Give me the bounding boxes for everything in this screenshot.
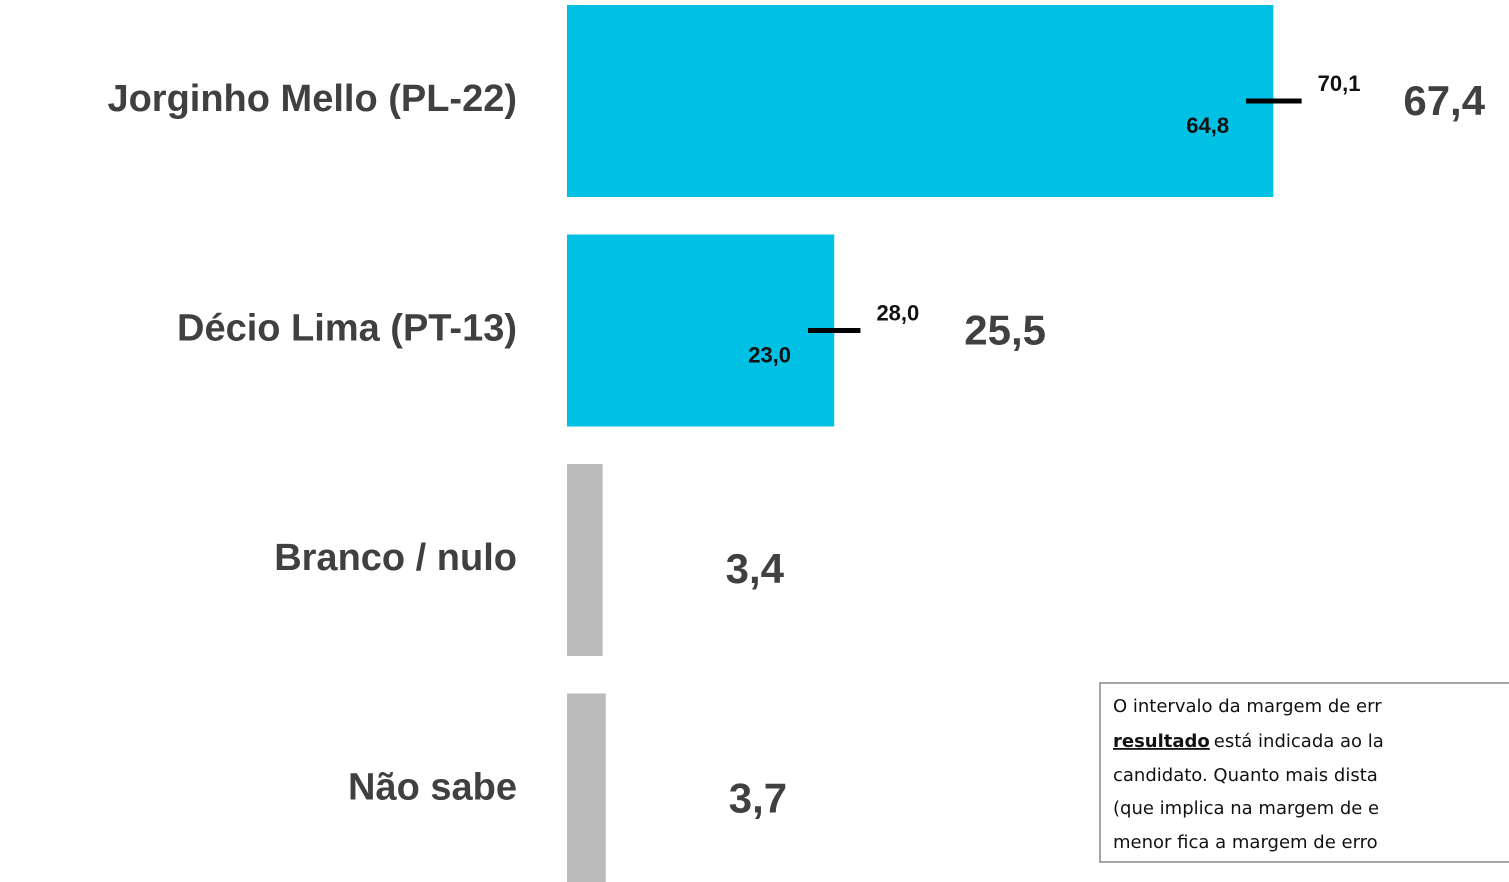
category-label: Jorginho Mello (PL-22) [107, 78, 517, 120]
value-label: 3,4 [726, 545, 785, 592]
note-line: resultado está indicada ao la [1113, 731, 1384, 752]
value-label: 25,5 [964, 307, 1046, 354]
note-line: (que implica na margem de e [1113, 798, 1379, 819]
bar [567, 5, 1274, 197]
note-text: candidato. Quanto mais dista [1113, 765, 1378, 786]
value-label: 67,4 [1403, 77, 1485, 124]
value-label: 3,7 [729, 775, 787, 822]
error-low-label: 23,0 [748, 342, 791, 367]
note-line: menor fica a margem de erro [1113, 832, 1378, 853]
bar [567, 234, 835, 427]
note-box [1099, 682, 1509, 863]
note-line: O intervalo da margem de err [1113, 696, 1382, 717]
error-low-label: 64,8 [1186, 113, 1229, 138]
note-text: está indicada ao la [1214, 731, 1384, 752]
error-high-label: 28,0 [876, 300, 919, 325]
category-label: Branco / nulo [274, 537, 517, 579]
bar [567, 464, 603, 656]
note-text: (que implica na margem de e [1113, 798, 1379, 819]
note-text: menor fica a margem de erro [1113, 832, 1378, 853]
error-high-label: 70,1 [1318, 71, 1361, 96]
category-label: Não sabe [348, 767, 517, 809]
bar [567, 693, 606, 882]
note-line: candidato. Quanto mais dista [1113, 765, 1378, 786]
category-label: Décio Lima (PT-13) [177, 308, 517, 350]
note-text: O intervalo da margem de err [1113, 696, 1382, 717]
note-emphasis: resultado [1113, 731, 1210, 752]
